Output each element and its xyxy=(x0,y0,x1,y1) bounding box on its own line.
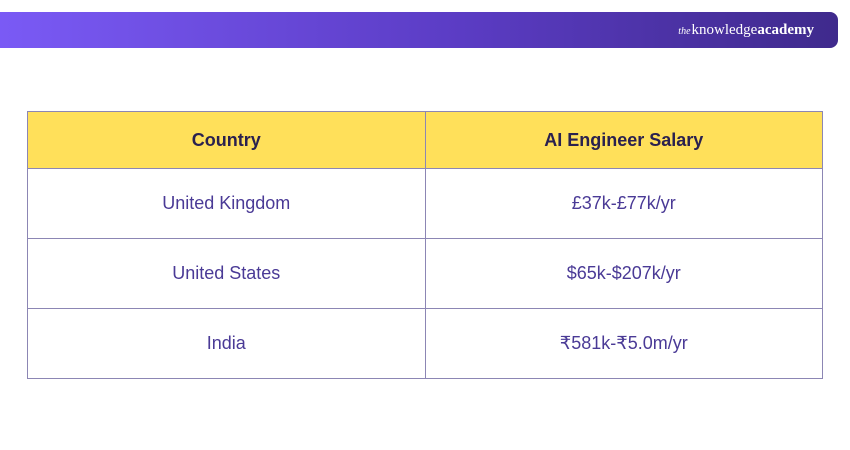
table-row: United States $65k-$207k/yr xyxy=(27,238,823,309)
salary-cell: £37k-£77k/yr xyxy=(424,168,823,239)
table-header-row: Country AI Engineer Salary xyxy=(27,111,823,169)
header-salary: AI Engineer Salary xyxy=(424,111,823,169)
header-country: Country xyxy=(27,111,426,169)
country-cell: United States xyxy=(27,238,426,309)
country-cell: India xyxy=(27,308,426,379)
brand-prefix: the xyxy=(678,26,691,37)
brand-name-bold: academy xyxy=(757,22,814,38)
country-cell: United Kingdom xyxy=(27,168,426,239)
brand-name-regular: knowledge xyxy=(691,22,758,38)
salary-cell: $65k-$207k/yr xyxy=(424,238,823,309)
salary-cell: ₹581k-₹5.0m/yr xyxy=(424,308,823,379)
table-row: India ₹581k-₹5.0m/yr xyxy=(27,308,823,379)
brand-logo: theknowledgeacademy xyxy=(678,20,814,42)
header-banner: theknowledgeacademy xyxy=(0,12,838,48)
salary-table: Country AI Engineer Salary United Kingdo… xyxy=(27,111,823,379)
table-row: United Kingdom £37k-£77k/yr xyxy=(27,168,823,239)
